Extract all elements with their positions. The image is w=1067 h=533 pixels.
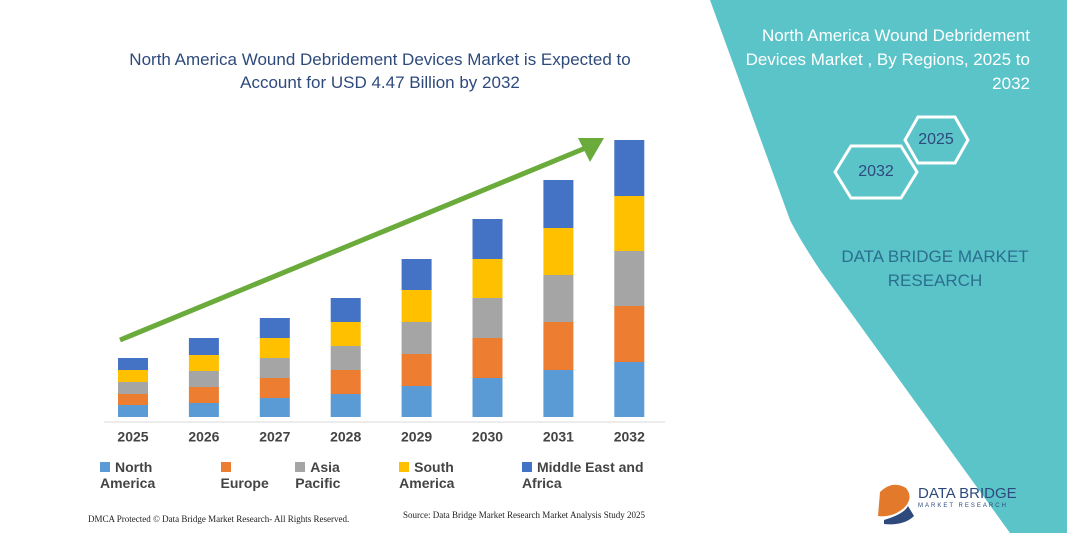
bar-segment — [330, 346, 361, 370]
x-tick-label: 2026 — [188, 429, 219, 445]
bar-segment — [118, 382, 148, 394]
x-tick-label: 2032 — [614, 429, 645, 445]
bar-segment — [188, 371, 219, 387]
hexagon — [903, 115, 970, 165]
bar-segment — [188, 338, 219, 355]
legend-item: South America — [399, 459, 508, 491]
bar-segment — [472, 259, 503, 298]
legend-item: Europe — [220, 459, 282, 491]
bar-segment — [472, 219, 503, 259]
arrow-head — [578, 138, 604, 162]
brand: DATA BRIDGE MARKET RESEARCH — [841, 247, 1029, 290]
bar-segment — [259, 338, 290, 358]
bar-segment — [472, 298, 503, 338]
bar-segment — [401, 259, 432, 290]
logo-icon — [884, 506, 914, 525]
legend-label: South America — [399, 459, 455, 491]
bar-segment — [118, 358, 148, 370]
bar-segment — [543, 228, 574, 275]
x-tick-label: 2031 — [543, 429, 574, 445]
bar-segment — [543, 370, 574, 417]
bars: 2025 2026 2027 2028 2029 2030 2031 2032 — [117, 140, 645, 445]
bar-segment — [401, 322, 432, 354]
bar-segment — [614, 140, 645, 196]
legend-swatch — [295, 462, 306, 472]
legend-label: North America — [100, 459, 156, 491]
bar-segment — [401, 354, 432, 386]
legend: North America Europe Asia Pacific South Ame… — [100, 459, 680, 491]
legend-label: Europe — [220, 475, 269, 491]
logo-tagline: MARKET RESEARCH — [918, 503, 1008, 509]
bar-segment — [543, 322, 574, 370]
legend-label: Middle East and Africa — [521, 459, 644, 491]
bar-segment — [118, 405, 148, 417]
hexagon-label: 2032 — [858, 163, 894, 180]
hexagon-label: 2025 — [918, 131, 954, 148]
bar-segment — [614, 306, 645, 362]
x-tick-label: 2030 — [472, 429, 503, 445]
bar-segment — [259, 378, 290, 398]
legend-item: Middle East and Africa — [521, 459, 680, 491]
bar-segment — [543, 275, 574, 322]
legend-item: Asia Pacific — [295, 459, 385, 491]
bar-segment — [472, 378, 503, 417]
logo-name: DATA BRIDGE — [918, 485, 1017, 502]
bar-segment — [614, 251, 645, 306]
bar-segment — [330, 370, 361, 394]
bar-segment — [118, 370, 148, 382]
legend-swatch — [100, 462, 110, 472]
legend-swatch — [220, 462, 231, 472]
bar-segment — [330, 394, 361, 417]
bar-segment — [259, 318, 290, 338]
bar-segment — [472, 338, 503, 378]
legend-swatch — [521, 462, 532, 472]
footer-left: DMCA Protected © Data Bridge Market Rese… — [88, 514, 350, 524]
bar-segment — [330, 322, 361, 346]
x-tick-label: 2027 — [259, 429, 290, 445]
x-tick-label: 2025 — [117, 429, 148, 445]
x-tick-label: 2028 — [330, 429, 361, 445]
trend-arrow — [119, 144, 589, 343]
chart-title: North America Wound Debridement Devices … — [129, 50, 631, 92]
bar-segment — [188, 403, 219, 417]
x-tick-label: 2029 — [401, 429, 432, 445]
bar-segment — [188, 355, 219, 371]
bar-segment — [259, 358, 290, 378]
bar-segment — [259, 398, 290, 417]
bar-segment — [330, 298, 361, 322]
bar-segment — [188, 387, 219, 403]
panel-title: North America Wound Debridement Devices … — [745, 26, 1030, 93]
teal-panel — [710, 0, 1067, 533]
legend-swatch — [399, 462, 410, 472]
hexagon — [833, 144, 919, 200]
bar-segment — [543, 180, 574, 228]
logo-icon — [878, 484, 910, 517]
bar-segment — [614, 196, 645, 251]
bar-segment — [614, 362, 645, 417]
bar-segment — [118, 394, 148, 405]
footer-source: Source: Data Bridge Market Research Mark… — [403, 510, 645, 520]
bar-segment — [401, 386, 432, 417]
legend-item: North America — [100, 459, 207, 491]
legend-label: Asia Pacific — [295, 459, 341, 491]
bar-segment — [401, 290, 432, 322]
